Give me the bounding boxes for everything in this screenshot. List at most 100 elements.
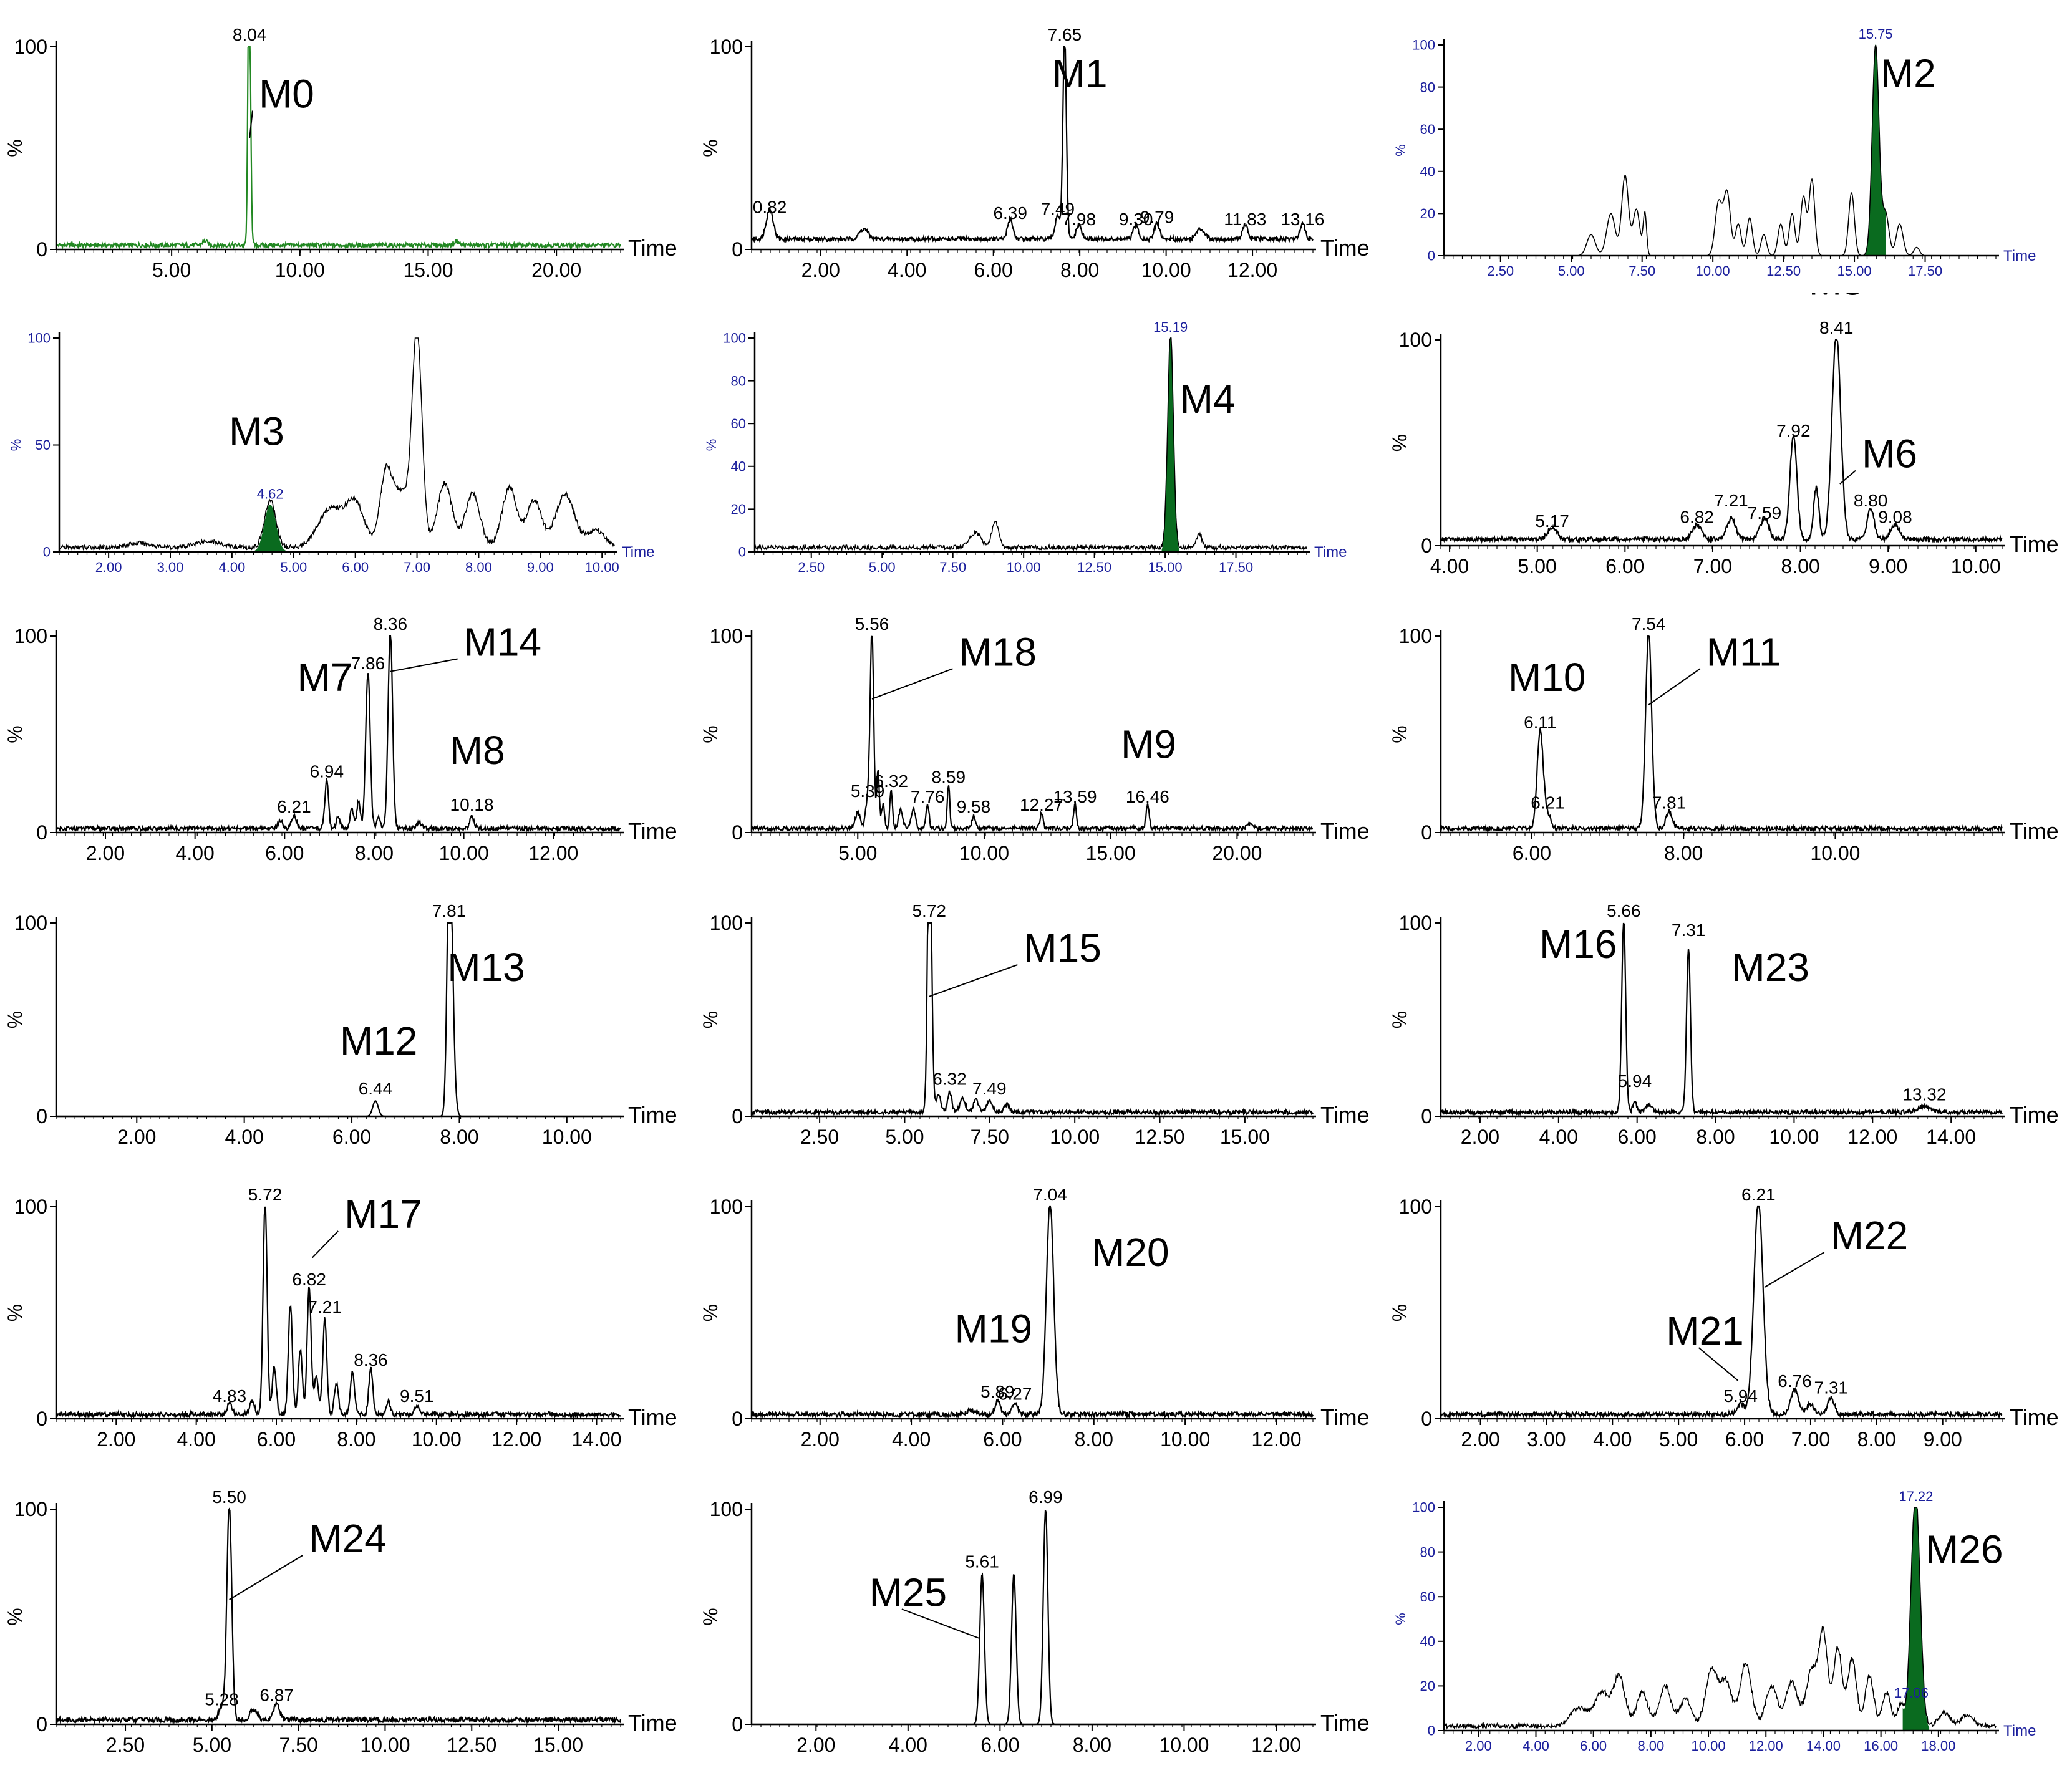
compound-leader-line: [871, 668, 953, 700]
peak-retention-label: 7.21: [1714, 491, 1748, 510]
chromatogram-svg: 2.50 5.00 7.50 10.00 12.50 15.00 17.50 0 20 40 60 8…: [1393, 26, 2036, 279]
compound-label: M3: [229, 409, 284, 454]
y-axis-label: %: [1388, 1304, 1411, 1321]
x-tick-label: 6.00: [342, 559, 369, 575]
y-tick-label: 100: [14, 1498, 47, 1520]
x-tick-label: 2.50: [800, 1126, 839, 1148]
peak-retention-label: 7.59: [1748, 503, 1782, 523]
x-tick-label: 10.00: [1696, 263, 1730, 279]
x-tick-label: 4.00: [888, 259, 926, 281]
compound-leader-line: [901, 1608, 980, 1639]
x-tick-label: 10.00: [585, 559, 619, 575]
peak-retention-label: 6.82: [1680, 508, 1714, 527]
chromatogram-panel-10: 2.50 5.00 7.50 10.00 12.50 15.00 0 100% Time 5.72…: [695, 876, 1382, 1160]
peak-retention-label: 5.94: [1723, 1386, 1758, 1406]
y-axis-label: %: [699, 1304, 722, 1321]
y-tick-label: 100: [1412, 37, 1435, 53]
chromatogram-trace: [751, 635, 1314, 834]
x-tick-label: 6.00: [983, 1428, 1022, 1451]
x-tick-label: 10.00: [275, 259, 325, 281]
chromatogram-svg: 2.00 4.00 6.00 8.00 10.00 12.00 14.00 0 100% Time…: [1388, 901, 2059, 1148]
y-tick-label: 100: [1412, 1500, 1435, 1515]
chromatogram-trace: [55, 1507, 622, 1725]
y-axis-label: %: [1388, 1011, 1411, 1028]
chromatogram-svg: 5.00 10.00 15.00 20.00 0 100% Time 5.39 5.56 6.32…: [699, 614, 1370, 864]
peak-retention-label: 7.65: [1048, 25, 1082, 44]
x-tick-label: 5.00: [885, 1126, 924, 1148]
y-tick-label: 40: [731, 459, 746, 475]
x-tick-label: 14.00: [571, 1428, 621, 1451]
peak-retention-label: 7.31: [1814, 1378, 1849, 1397]
x-tick-label: 17.50: [1908, 263, 1942, 279]
chromatogram-panel-9: 2.00 4.00 6.00 8.00 10.00 0 100% Time 6.44 7.81 M1…: [0, 876, 689, 1160]
x-tick-label: 5.00: [1558, 263, 1585, 279]
x-tick-label: 14.00: [1806, 1738, 1841, 1754]
x-tick-label: 2.00: [801, 1428, 840, 1451]
y-axis-label: %: [704, 439, 719, 452]
chromatogram-trace: [59, 337, 615, 551]
y-tick-label: 100: [710, 1196, 743, 1218]
peak-retention-label: 6.76: [1778, 1371, 1812, 1391]
peak-retention-label: 6.99: [1029, 1487, 1063, 1507]
x-tick-label: 10.00: [1810, 842, 1860, 864]
compound-label: M10: [1508, 655, 1586, 700]
y-tick-label: 0: [1421, 534, 1432, 557]
chromatogram-svg: 2.50 5.00 7.50 10.00 12.50 15.00 0 100% Time 5.28…: [4, 1487, 677, 1756]
chromatogram-svg: 2.00 4.00 6.00 8.00 10.00 12.00 0 100% Time 5.896…: [699, 1185, 1370, 1451]
y-axis-label: %: [699, 1608, 722, 1625]
x-tick-label: 6.00: [332, 1126, 371, 1148]
peak-retention-label: 7.98: [1062, 210, 1097, 229]
chromatogram-trace: [754, 337, 1307, 552]
chromatogram-trace: [751, 46, 1314, 244]
y-tick-label: 100: [710, 912, 743, 934]
x-axis-label: Time: [1320, 235, 1370, 261]
compound-label: M26: [1925, 1527, 2003, 1572]
peak-retention-label: 7.76: [911, 787, 945, 806]
x-tick-label: 3.00: [1527, 1428, 1566, 1451]
peak-retention-label: 15.75: [1859, 26, 1893, 42]
y-tick-label: 20: [731, 501, 746, 517]
peak-retention-label: 6.21: [1531, 793, 1565, 813]
x-tick-label: 7.50: [971, 1126, 1009, 1148]
peak-retention-label: 13.16: [1280, 210, 1324, 229]
peak-retention-label: 16.46: [1126, 787, 1169, 806]
peak-retention-label: 5.94: [1618, 1071, 1652, 1091]
compound-label: M4: [1180, 377, 1236, 422]
y-tick-label: 20: [1420, 1678, 1435, 1694]
peak-retention-label: 7.21: [307, 1297, 342, 1316]
peak-retention-label: 10.18: [450, 795, 494, 814]
compound-label: M14: [464, 620, 542, 665]
chromatogram-trace: [56, 922, 621, 1118]
y-tick-label: 100: [1399, 1196, 1432, 1218]
x-axis-label: Time: [628, 818, 677, 844]
y-tick-label: 100: [27, 331, 51, 346]
chromatogram-panel-17: 2.00 4.00 6.00 8.00 10.00 12.00 14.00 16.00 18.0…: [1385, 1462, 2071, 1768]
x-tick-label: 10.00: [1141, 259, 1191, 281]
chromatogram-svg: 2.00 3.00 4.00 5.00 6.00 7.00 8.00 9.00 10.00 0 50…: [8, 331, 654, 575]
y-tick-label: 0: [1428, 1723, 1435, 1739]
compound-leader-line: [929, 964, 1018, 997]
y-tick-label: 60: [1420, 1589, 1435, 1605]
compound-leader-line: [1839, 470, 1856, 485]
x-tick-label: 6.00: [1725, 1428, 1764, 1451]
x-tick-label: 10.00: [542, 1126, 592, 1148]
compound-label: M0: [259, 72, 314, 117]
x-tick-label: 12.00: [1749, 1738, 1783, 1754]
x-tick-label: 12.50: [1135, 1126, 1185, 1148]
x-axis-label: Time: [2010, 818, 2059, 844]
x-tick-label: 8.00: [1637, 1738, 1664, 1754]
chromatogram-panel-14: 2.00 3.00 4.00 5.00 6.00 7.00 8.00 9.00 0 100% Tim…: [1385, 1160, 2071, 1462]
x-tick-label: 2.00: [117, 1126, 156, 1148]
y-tick-label: 80: [1420, 79, 1435, 95]
peak-retention-label: 8.04: [233, 25, 267, 44]
peak-retention-label: 6.21: [277, 797, 311, 816]
chromatogram-svg: 2.00 4.00 6.00 8.00 10.00 12.00 14.00 16.00 18.0…: [1393, 1489, 2036, 1754]
chromatogram-panel-7: 5.00 10.00 15.00 20.00 0 100% Time 5.39 5.56 6.32…: [695, 589, 1382, 876]
peak-retention-label: 7.86: [351, 654, 385, 673]
x-tick-label: 6.00: [257, 1428, 296, 1451]
x-tick-label: 9.00: [1924, 1428, 1962, 1451]
x-axis-label: Time: [628, 1404, 677, 1430]
y-tick-label: 100: [14, 912, 47, 934]
chromatogram-panel-6: 2.00 4.00 6.00 8.00 10.00 12.00 0 100% Time 6.21 6…: [0, 589, 689, 876]
peak-retention-label: 5.89: [980, 1382, 1015, 1401]
